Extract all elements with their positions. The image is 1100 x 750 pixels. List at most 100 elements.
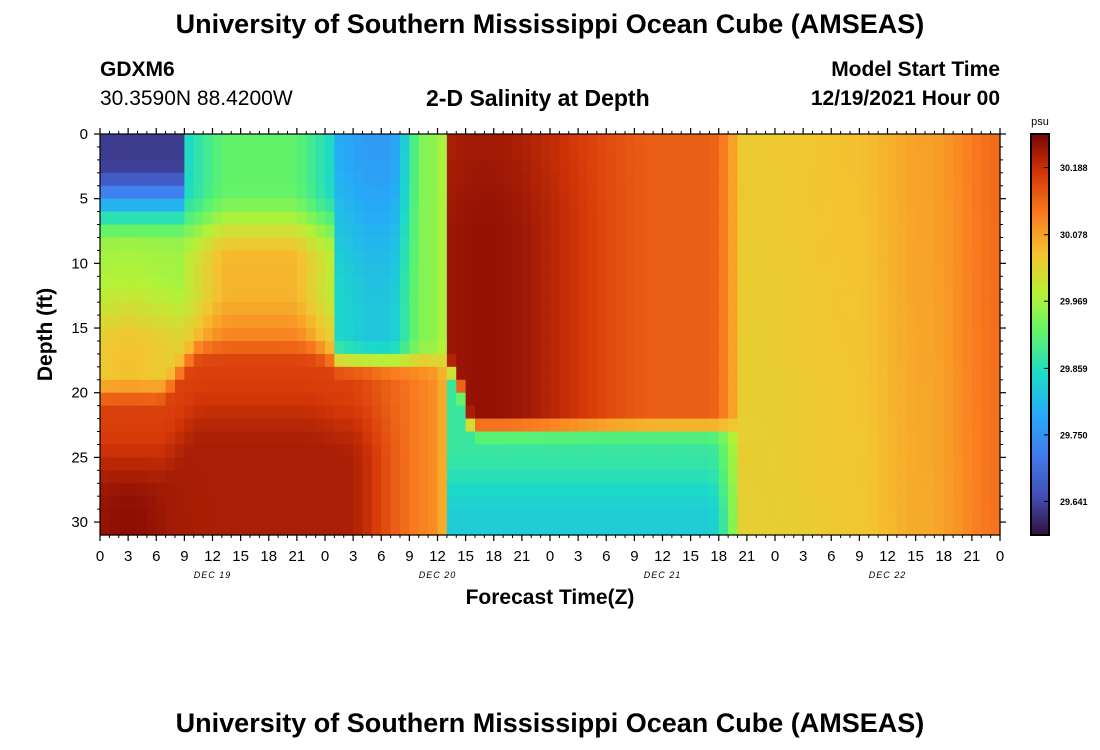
heatmap-cell — [156, 392, 167, 407]
heatmap-cell — [718, 444, 729, 458]
heatmap-cell — [953, 470, 964, 484]
heatmap-cell — [503, 483, 514, 497]
heatmap-cell — [728, 250, 739, 264]
heatmap-cell — [840, 276, 851, 290]
heatmap-cell — [915, 302, 926, 316]
heatmap-cell — [775, 366, 785, 381]
heatmap-cell — [493, 509, 504, 523]
heatmap-cell — [671, 289, 682, 303]
heatmap-cell — [540, 340, 551, 355]
heatmap-cell — [700, 444, 710, 458]
heatmap-cell — [306, 276, 317, 290]
heatmap-cell — [700, 237, 710, 252]
heatmap-cell — [156, 483, 167, 497]
heatmap-cell — [587, 211, 598, 226]
heatmap-cell — [212, 328, 223, 342]
heatmap-cell — [775, 159, 785, 174]
heatmap-cell — [784, 146, 795, 161]
heatmap-cell — [325, 263, 335, 277]
heatmap-cell — [775, 146, 785, 161]
heatmap-cell — [915, 276, 926, 290]
heatmap-cell — [521, 379, 532, 394]
heatmap-cell — [400, 237, 410, 252]
heatmap-cell — [334, 353, 345, 368]
heatmap-cell — [193, 263, 204, 277]
heatmap-cell — [306, 211, 317, 226]
heatmap-cell — [296, 470, 307, 484]
heatmap-cell — [803, 353, 814, 368]
heatmap-cell — [859, 483, 870, 497]
heatmap-cell — [325, 379, 335, 394]
heatmap-cell — [400, 263, 410, 277]
heatmap-cell — [615, 328, 626, 342]
heatmap-cell — [896, 340, 907, 355]
heatmap-cell — [484, 328, 495, 342]
heatmap-cell — [859, 509, 870, 523]
heatmap-cell — [653, 457, 664, 471]
heatmap-cell — [953, 366, 964, 381]
heatmap-cell — [212, 172, 223, 187]
heatmap-cell — [775, 237, 785, 252]
heatmap-cell — [418, 392, 429, 407]
x-tick-label: 3 — [799, 548, 807, 565]
heatmap-cell — [803, 146, 814, 161]
heatmap-cell — [700, 431, 710, 446]
heatmap-cell — [315, 522, 326, 536]
heatmap-cell — [906, 315, 917, 329]
heatmap-cell — [493, 444, 504, 458]
heatmap-cell — [643, 457, 654, 471]
heatmap-cell — [671, 146, 682, 161]
heatmap-cell — [100, 315, 110, 329]
heatmap-cell — [840, 224, 851, 239]
heatmap-cell — [137, 431, 148, 446]
heatmap-cell — [521, 224, 532, 239]
heatmap-cell — [896, 444, 907, 458]
heatmap-cell — [212, 340, 223, 355]
heatmap-cell — [306, 444, 317, 458]
heatmap-cell — [475, 444, 485, 458]
heatmap-cell — [446, 328, 457, 342]
heatmap-cell — [259, 340, 270, 355]
heatmap-cell — [887, 263, 898, 277]
heatmap-cell — [700, 366, 710, 381]
heatmap-cell — [821, 496, 832, 510]
heatmap-cell — [596, 159, 607, 174]
heatmap-cell — [437, 431, 448, 446]
heatmap-cell — [381, 198, 392, 213]
heatmap-cell — [625, 224, 635, 239]
heatmap-cell — [559, 470, 570, 484]
heatmap-cell — [690, 418, 701, 433]
heatmap-cell — [578, 315, 589, 329]
heatmap-cell — [493, 379, 504, 394]
heatmap-cell — [259, 353, 270, 368]
heatmap-cell — [371, 418, 382, 433]
heatmap-cell — [146, 276, 157, 290]
heatmap-cell — [465, 470, 476, 484]
heatmap-cell — [550, 172, 560, 187]
heatmap-cell — [381, 328, 392, 342]
heatmap-cell — [512, 224, 523, 239]
heatmap-cell — [896, 198, 907, 213]
heatmap-cell — [446, 470, 457, 484]
heatmap-cell — [662, 185, 673, 200]
heatmap-cell — [981, 444, 992, 458]
heatmap-cell — [437, 509, 448, 523]
heatmap-cell — [353, 172, 364, 187]
heatmap-cell — [793, 483, 804, 497]
heatmap-cell — [868, 134, 879, 148]
x-tick-label: 12 — [654, 548, 671, 565]
heatmap-cell — [671, 444, 682, 458]
heatmap-cell — [615, 237, 626, 252]
heatmap-cell — [231, 302, 242, 316]
heatmap-cell — [315, 496, 326, 510]
heatmap-cell — [737, 366, 748, 381]
heatmap-cell — [625, 496, 635, 510]
heatmap-cell — [484, 340, 495, 355]
heatmap-cell — [709, 302, 720, 316]
heatmap-cell — [343, 263, 354, 277]
heatmap-cell — [653, 470, 664, 484]
heatmap-cell — [156, 315, 167, 329]
heatmap-cell — [896, 470, 907, 484]
heatmap-cell — [821, 185, 832, 200]
heatmap-cell — [156, 509, 167, 523]
